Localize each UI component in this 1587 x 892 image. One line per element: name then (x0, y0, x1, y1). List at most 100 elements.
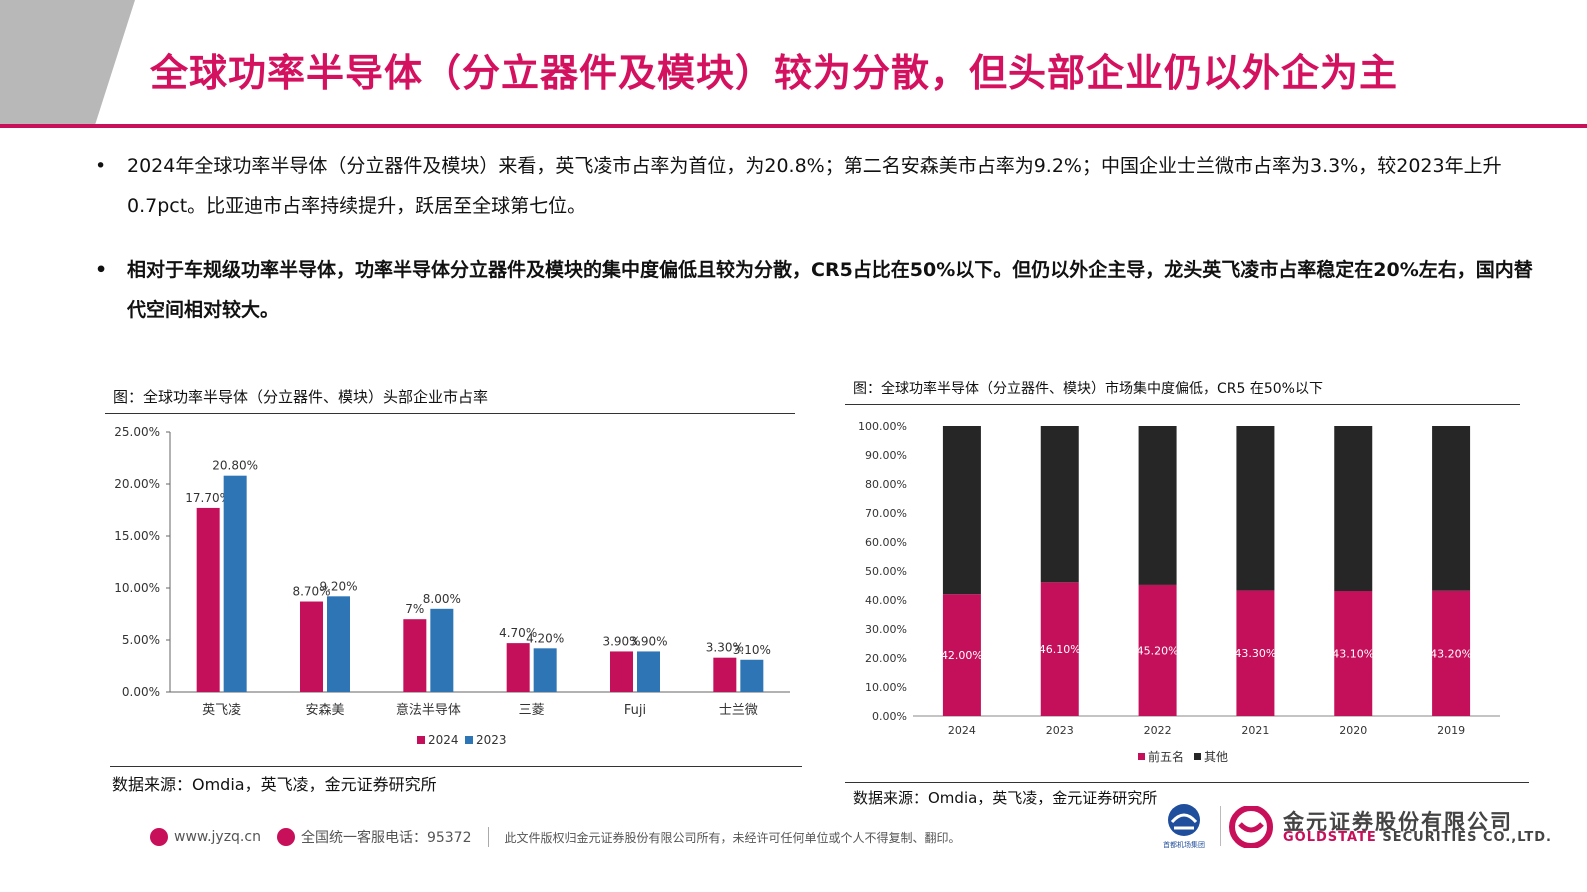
data-label: 17.70% (185, 491, 231, 505)
globe-icon (150, 828, 168, 846)
bar-其他 (1432, 426, 1471, 591)
bar-其他 (942, 426, 981, 595)
bar-2024 (610, 651, 633, 692)
bullet-dot: • (95, 259, 108, 281)
y-tick-label: 20.00% (865, 652, 907, 665)
page-title: 全球功率半导体（分立器件及模块）较为分散，但头部企业仍以外企为主 (150, 51, 1399, 95)
bullet-dot: • (95, 155, 107, 177)
y-tick-label: 70.00% (865, 507, 907, 520)
legend-swatch (1138, 753, 1145, 760)
data-label: 45.20% (1137, 644, 1179, 657)
bar-其他 (1236, 426, 1275, 591)
legend-swatch (417, 736, 425, 744)
data-label: 20.80% (212, 459, 258, 473)
market-share-chart: 0.00% 5.00% 10.00% 15.00% 20.00% 25.00% 英飞凌 17.… (114, 425, 790, 747)
capital-airports-logo: 首都机场集团 (1163, 804, 1205, 849)
y-tick-label: 30.00% (865, 623, 907, 636)
data-label: 43.10% (1332, 648, 1374, 661)
bar-2023 (637, 651, 660, 692)
x-tick-label: 2024 (948, 724, 976, 737)
website-text: www.jyzq.cn (174, 829, 261, 845)
x-tick-label: 意法半导体 (396, 702, 461, 718)
x-tick-label: 三菱 (519, 703, 545, 718)
legend-label: 2023 (476, 733, 507, 747)
bar-2023 (327, 596, 350, 692)
x-tick-label: 士兰微 (719, 703, 758, 718)
concentration-chart: 0.00% 10.00% 20.00% 30.00% 40.00% 50.00% 60.00… (858, 420, 1500, 764)
website-link[interactable]: www.jyzq.cn (150, 828, 261, 846)
brand-en-bold: GOLDSTATE (1283, 830, 1377, 845)
legend-label: 前五名 (1148, 749, 1184, 764)
data-label: 8.70% (292, 585, 330, 599)
x-tick-label: 安森美 (305, 703, 344, 718)
hotline: 全国统一客服电话：95372 (276, 827, 472, 847)
bar-2024 (196, 507, 220, 692)
y-tick-label: 100.00% (858, 420, 907, 433)
bullet-text: 2024年全球功率半导体（分立器件及模块）来看，英飞凌市占率为首位，为20.8%… (127, 155, 1502, 217)
bar-2024 (506, 643, 530, 692)
copyright-notice: 此文件版权归金元证券股份有限公司所有，未经许可任何单位或个人不得复制、翻印。 (505, 829, 961, 846)
data-label: 3.10% (733, 643, 771, 657)
data-source: 数据来源：Omdia，英飞凌，金元证券研究所 (110, 766, 802, 795)
bar-其他 (1138, 426, 1177, 585)
y-tick-label: 15.00% (114, 529, 160, 543)
bar-其他 (1334, 426, 1373, 592)
chart-title: 图：全球功率半导体（分立器件、模块）市场集中度偏低，CR5 在50%以下 (845, 372, 1520, 405)
bar-2023 (223, 475, 247, 692)
capital-logo-text: 首都机场集团 (1163, 840, 1205, 849)
bar-前五名 (942, 594, 981, 716)
legend-label: 其他 (1204, 750, 1228, 764)
data-label: 43.30% (1234, 647, 1276, 660)
legend-swatch (465, 736, 473, 744)
bar-其他 (1040, 426, 1079, 583)
y-tick-label: 80.00% (865, 478, 907, 491)
y-tick-label: 90.00% (865, 449, 907, 462)
bar-前五名 (1432, 590, 1471, 716)
data-source: 数据来源：Omdia，英飞凌，金元证券研究所 (845, 782, 1529, 808)
x-tick-label: 2023 (1046, 724, 1074, 737)
bar-前五名 (1138, 584, 1177, 716)
footer: www.jyzq.cn 全国统一客服电话：95372 此文件版权归金元证券股份有… (150, 825, 961, 849)
y-tick-label: 10.00% (114, 581, 160, 595)
corner-decoration (0, 0, 135, 125)
bullet-item: • 2024年全球功率半导体（分立器件及模块）来看，英飞凌市占率为首位，为20.… (95, 146, 1545, 226)
y-tick-label: 50.00% (865, 565, 907, 578)
y-tick-label: 0.00% (872, 710, 907, 723)
bar-2024 (300, 601, 323, 692)
x-tick-label: 2021 (1241, 724, 1269, 737)
brand-en-rest: SECURITIES CO.,LTD. (1376, 830, 1552, 845)
bullet-text: 相对于车规级功率半导体，功率半导体分立器件及模块的集中度偏低且较为分散，CR5占… (127, 259, 1533, 321)
x-tick-label: 英飞凌 (202, 703, 241, 718)
bar-前五名 (1334, 591, 1373, 716)
data-label: 3.90% (629, 634, 667, 648)
y-tick-label: 5.00% (122, 633, 160, 647)
brand-name-en: GOLDSTATE SECURITIES CO.,LTD. (1283, 830, 1552, 845)
bar-2024 (713, 657, 737, 692)
data-label: 3.30% (706, 641, 744, 655)
data-label: 42.00% (941, 649, 983, 662)
bar-2024 (403, 619, 427, 692)
market-share-panel: 图：全球功率半导体（分立器件、模块）头部企业市占率 0.00% 5.00% 10.0… (105, 380, 805, 800)
x-tick-label: Fuji (624, 703, 646, 718)
brand-name-cn: 金元证券股份有限公司 (1283, 810, 1513, 834)
y-tick-label: 20.00% (114, 477, 160, 491)
x-tick-label: 2019 (1437, 724, 1465, 737)
data-label: 4.70% (499, 626, 537, 640)
data-label: 3.90% (602, 634, 640, 648)
y-tick-label: 40.00% (865, 594, 907, 607)
concentration-panel: 图：全球功率半导体（分立器件、模块）市场集中度偏低，CR5 在50%以下 0.0… (845, 372, 1525, 812)
chart-title: 图：全球功率半导体（分立器件、模块）头部企业市占率 (105, 380, 795, 414)
title-divider (0, 124, 1587, 128)
legend-swatch (1194, 753, 1201, 760)
notice-text: 此文件版权归金元证券股份有限公司所有，未经许可任何单位或个人不得复制、翻印。 (504, 830, 961, 845)
legend-label: 2024 (428, 733, 459, 747)
data-label: 4.20% (526, 631, 564, 645)
x-tick-label: 2020 (1339, 724, 1367, 737)
y-tick-label: 10.00% (865, 681, 907, 694)
logo-divider (1220, 806, 1221, 846)
bullet-list: • 2024年全球功率半导体（分立器件及模块）来看，英飞凌市占率为首位，为20.… (95, 146, 1545, 330)
y-tick-label: 60.00% (865, 536, 907, 549)
bar-2023 (430, 608, 454, 692)
y-tick-label: 25.00% (114, 425, 160, 439)
data-label: 8.00% (423, 592, 461, 606)
